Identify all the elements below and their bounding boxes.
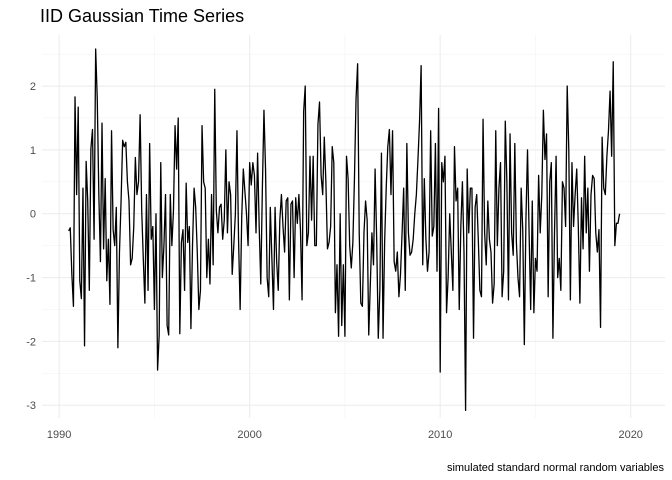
y-tick-label: -3	[26, 400, 36, 412]
y-tick-label: 0	[30, 209, 36, 221]
x-tick-label: 2010	[428, 429, 452, 441]
x-axis-tick-labels: 1990 2000 2010 2020	[47, 429, 643, 441]
y-tick-label: -1	[26, 273, 36, 285]
series-layer	[68, 48, 621, 411]
chart-caption: simulated standard normal random variabl…	[447, 462, 665, 474]
x-tick-label: 2020	[618, 429, 642, 441]
x-tick-label: 2000	[237, 429, 261, 441]
series-line	[68, 48, 621, 411]
y-tick-label: 2	[30, 81, 36, 93]
x-tick-label: 1990	[47, 429, 71, 441]
chart-title: IID Gaussian Time Series	[40, 6, 244, 26]
y-tick-label: 1	[30, 145, 36, 157]
y-tick-label: -2	[26, 336, 36, 348]
y-axis-tick-labels: -3 -2 -1 0 1 2	[26, 81, 36, 412]
